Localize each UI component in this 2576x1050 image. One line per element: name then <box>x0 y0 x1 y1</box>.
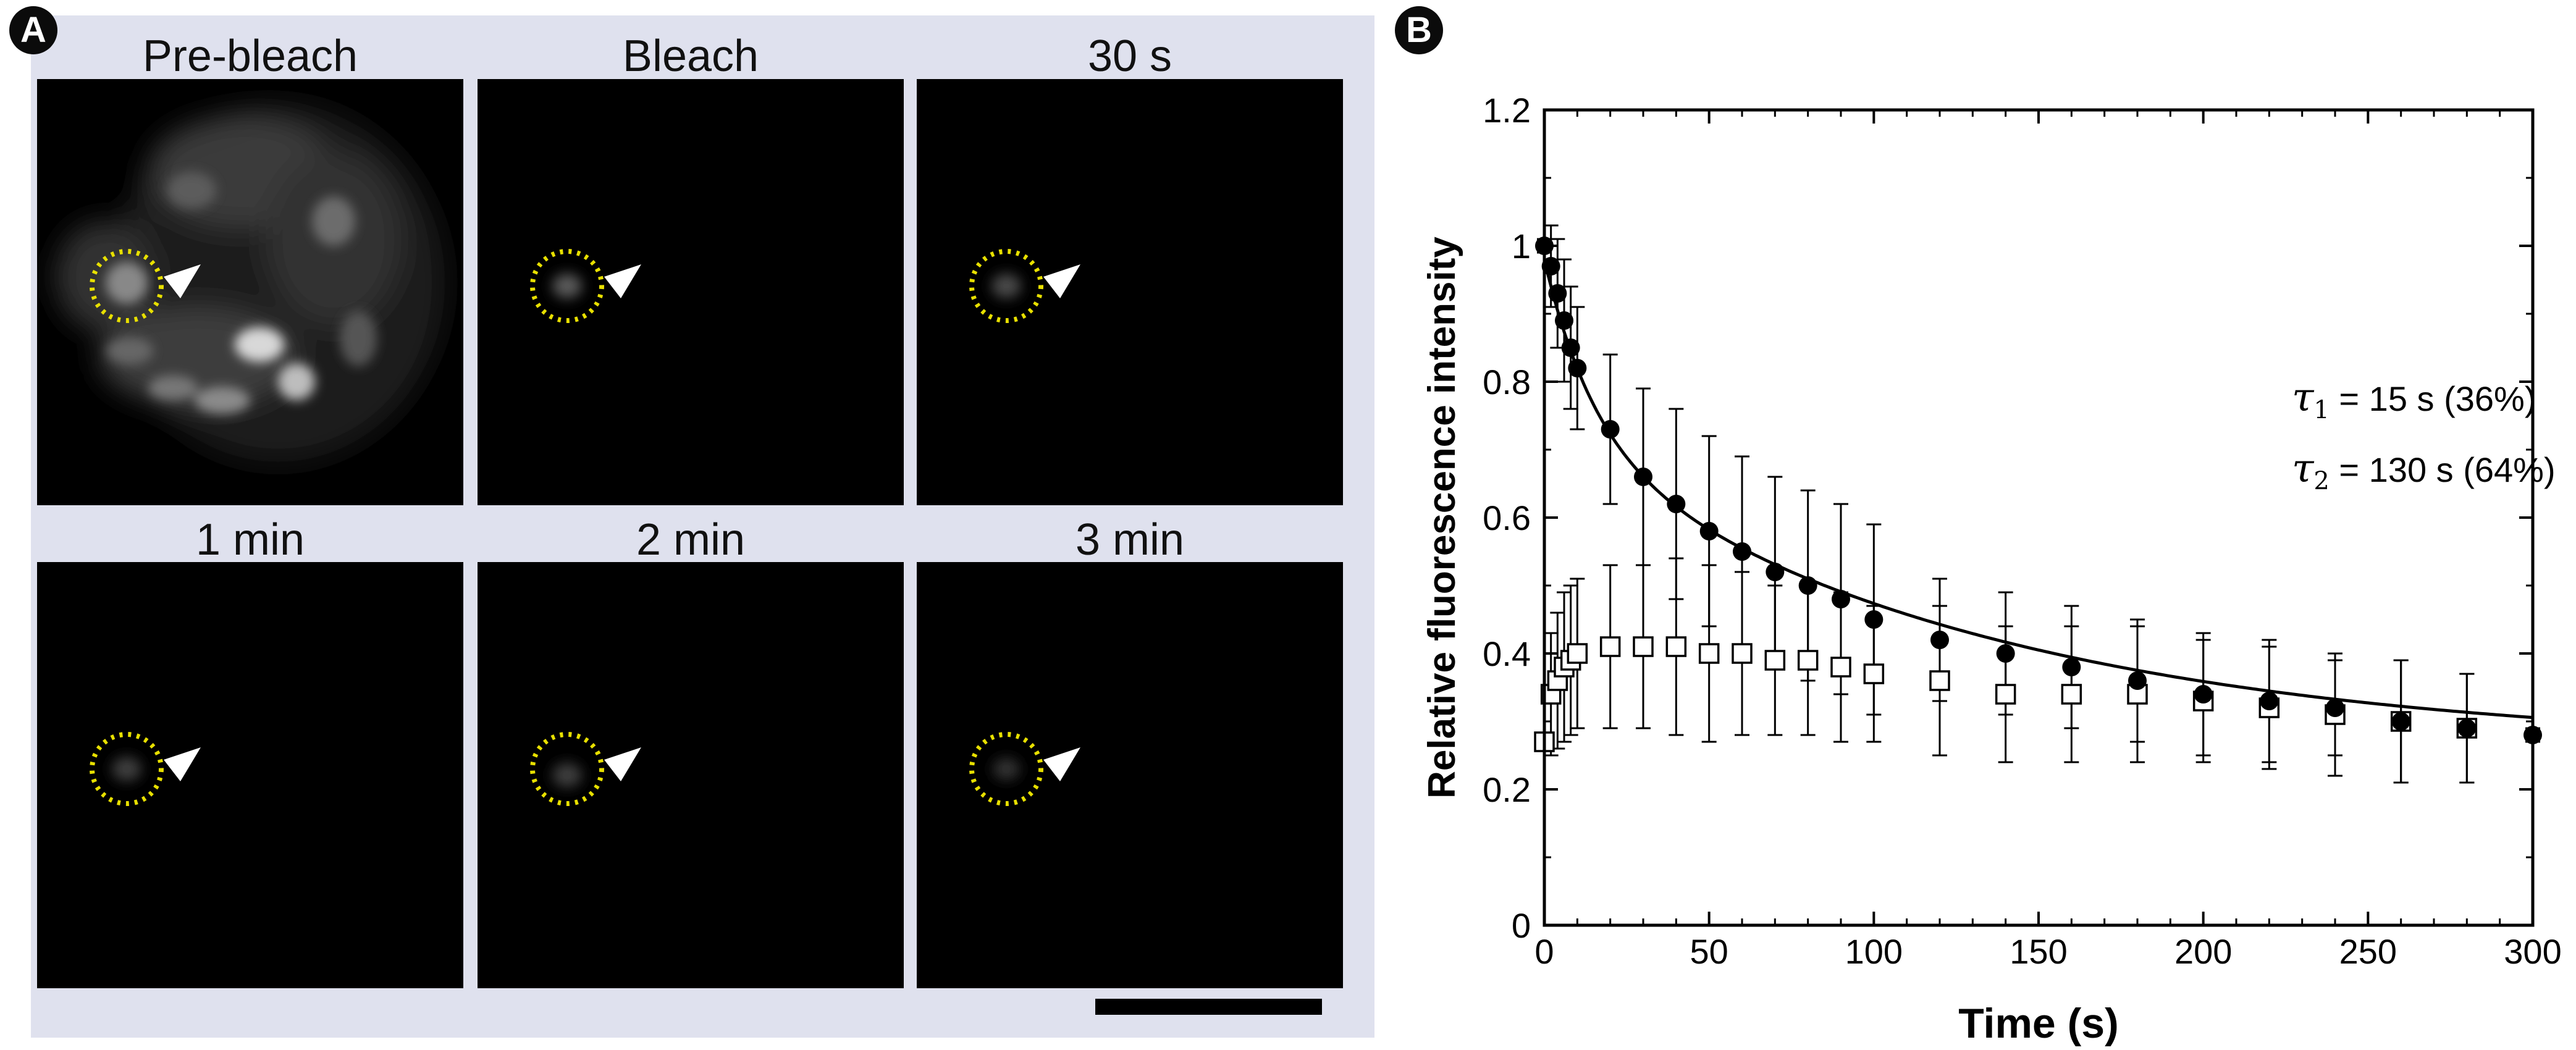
open-square-point <box>1599 636 1621 657</box>
scale-bar <box>1095 999 1322 1015</box>
micrograph-2min <box>478 562 904 988</box>
y-tick-label: 0.6 <box>1483 498 1531 537</box>
filled-circle-point <box>2062 658 2081 676</box>
y-tick-label: 0.2 <box>1483 770 1531 809</box>
y-axis-label: Relative fluorescence intensity <box>1421 237 1463 799</box>
filled-circle-point <box>1733 542 1751 561</box>
filled-circle-point <box>1568 359 1587 377</box>
x-tick-label: 50 <box>1690 932 1728 971</box>
open-square-point <box>1665 636 1687 657</box>
open-square-point <box>2127 684 2148 705</box>
arrowhead-icon <box>604 747 641 781</box>
tile-label-3min: 3 min <box>1075 515 1185 565</box>
annotation-tau2: τ2 = 130 s (64%) <box>2292 446 2556 495</box>
filled-circle-point <box>1561 338 1580 357</box>
roi-circle <box>90 732 164 806</box>
filled-circle-point <box>2391 712 2410 731</box>
open-square-point <box>1698 643 1720 664</box>
filled-circle-point <box>1541 257 1560 275</box>
filled-circle-point <box>1864 610 1884 629</box>
filled-circle-point <box>1634 468 1652 486</box>
filled-circle-point <box>2128 671 2147 690</box>
roi-circle <box>969 249 1043 323</box>
panel-a-badge: A <box>9 6 57 54</box>
cell-bright-regions <box>106 172 377 414</box>
tile-label-bleach: Bleach <box>622 32 759 81</box>
x-tick-label: 250 <box>2339 932 2397 971</box>
roi-circle <box>969 732 1043 806</box>
filled-circle-point <box>1832 590 1850 608</box>
micrograph-bleach <box>478 79 904 505</box>
filled-circle-point <box>1766 563 1785 581</box>
axis-ticks: 0 50 100 150 200 250 300 0 0.2 0.4 0.6 0.8 1 1.2 <box>1483 91 2562 971</box>
annotation-tau1: τ1 = 15 s (36%) <box>2292 375 2536 424</box>
tile-label-pre-bleach: Pre-bleach <box>142 32 358 81</box>
recovering-spot <box>991 274 1021 298</box>
recovering-spot <box>112 757 141 781</box>
arrowhead-icon <box>1043 747 1080 781</box>
filled-circle-point <box>1930 631 1949 649</box>
micrograph-3min <box>917 562 1343 988</box>
filled-circle-point <box>2260 692 2279 710</box>
recovering-spot <box>993 758 1020 780</box>
plot-content <box>1534 224 2542 784</box>
x-tick-label: 300 <box>2504 932 2561 971</box>
x-tick-label: 0 <box>1534 932 1554 971</box>
arrowhead-icon <box>604 264 641 298</box>
open-square-point <box>1764 650 1786 671</box>
filled-circle-point <box>1699 522 1719 540</box>
filled-circle-point <box>1601 420 1620 439</box>
open-square-point <box>1797 650 1819 671</box>
y-tick-label: 1.2 <box>1483 91 1531 130</box>
roi-circle <box>530 732 604 806</box>
tile-label-30s: 30 s <box>1087 32 1172 81</box>
arrowhead-icon <box>164 747 201 781</box>
y-tick-label: 0.4 <box>1483 634 1531 673</box>
filled-circle-point <box>1548 284 1567 303</box>
bleached-spot <box>552 274 582 298</box>
open-square-point <box>1830 657 1851 678</box>
recovering-spot <box>552 763 582 788</box>
micrograph-1min <box>37 562 463 988</box>
tile-label-2min: 2 min <box>636 515 746 565</box>
filled-circle-point <box>2457 719 2477 737</box>
micrograph-pre-bleach <box>37 79 463 505</box>
open-square-point <box>1929 670 1950 691</box>
arrowhead-icon <box>164 264 201 298</box>
panel-b-badge: B <box>1395 6 1443 54</box>
micrograph-30s <box>917 79 1343 505</box>
y-tick-label: 1 <box>1512 227 1531 266</box>
x-tick-label: 100 <box>1845 932 1903 971</box>
filled-circle-point <box>1996 644 2015 663</box>
filled-circle-point <box>1798 576 1817 595</box>
x-tick-label: 200 <box>2174 932 2232 971</box>
arrowhead-icon <box>1043 264 1080 298</box>
filled-circle-point <box>1667 495 1686 513</box>
open-square-point <box>1995 684 2016 705</box>
tile-label-1min: 1 min <box>195 515 305 565</box>
frap-chart: 0 50 100 150 200 250 300 0 0.2 0.4 0.6 0.8 1 1.2 Time… <box>1421 91 2562 1047</box>
filled-circle-point <box>1555 311 1573 330</box>
filled-circle-point <box>2194 685 2213 704</box>
y-tick-label: 0 <box>1512 906 1531 945</box>
roi-circle <box>530 249 604 323</box>
x-tick-label: 150 <box>2010 932 2067 971</box>
y-tick-label: 0.8 <box>1483 363 1531 401</box>
filled-circle-point <box>2326 699 2344 717</box>
open-square-point <box>1567 643 1588 664</box>
x-axis-label: Time (s) <box>1958 1000 2118 1047</box>
open-square-point <box>2061 684 2082 705</box>
open-square-point <box>1732 643 1753 664</box>
open-square-point <box>1633 636 1654 657</box>
roi-circle <box>90 249 164 323</box>
open-square-point <box>1863 663 1885 684</box>
